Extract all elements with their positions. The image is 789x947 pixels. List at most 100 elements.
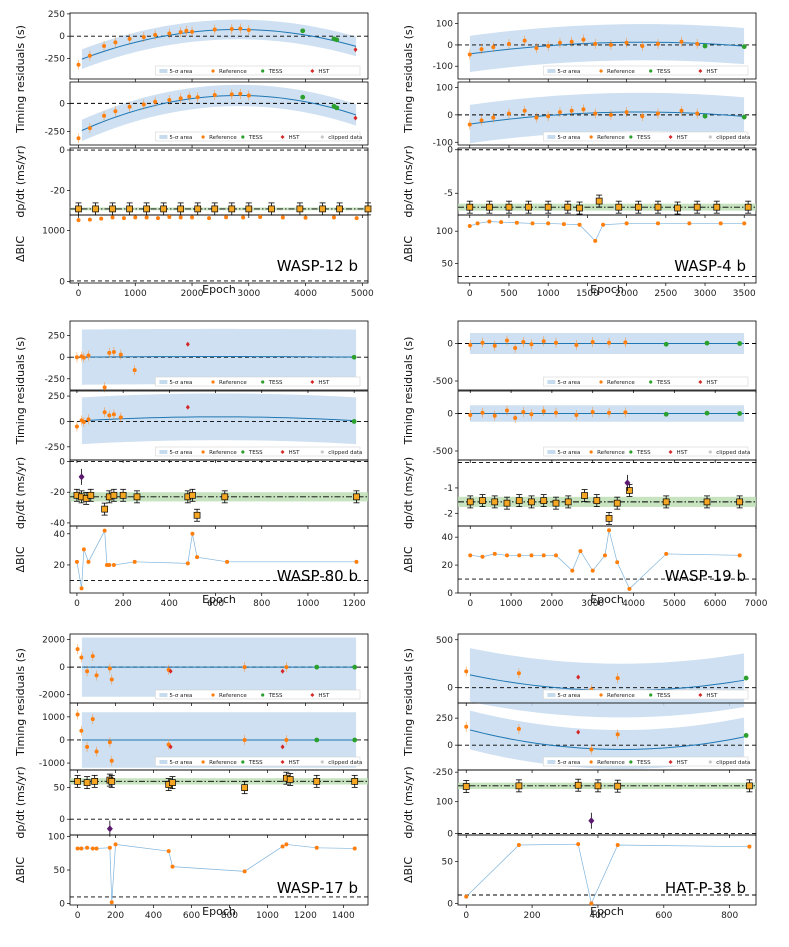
wasp-80-b-bic-bic-point [132,559,137,564]
wasp-12-b-timing-top-legend-swatch [159,69,168,73]
wasp-17-b-timing-bottom-legend-swatch [159,760,168,764]
wasp-12-b-dpdt-square-point [177,205,185,213]
hat-p-38-b-dpdt-square-point [614,782,622,790]
hat-p-38-b-timing-bottom-model-curve [469,729,745,750]
wasp-12-b-timing-bottom-ytick-label: 0 [59,99,65,109]
wasp-80-b-bic-planet-name: WASP-80 b [277,567,358,585]
wasp-4-b-timing-top-tess-point [741,44,747,50]
wasp-19-b-dpdt-square-point [503,499,511,507]
wasp-80-b-dpdt-ytick-label: 0 [59,458,65,468]
wasp-19-b-timing-top-legend-label: HST [706,380,718,386]
wasp-4-b-bic-bic-point [624,221,629,226]
wasp-4-b-timing-bottom-ref-point [506,111,511,116]
wasp-12-b-timing-bottom-legend-swatch [201,135,205,139]
wasp-12-b-dpdt-square-point [211,205,219,213]
wasp-4-b-dpdt-square-point [505,203,513,211]
wasp-4-b-timing-bottom-frame [457,81,757,146]
wasp-12-b-dpdt-square-point [364,205,372,213]
wasp-12-b-timing-top-tess-point [300,28,306,34]
wasp-19-b-dpdt-square-point [491,498,499,506]
wasp-4-b-dpdt-square-point [576,204,583,212]
wasp-4-b-timing-bottom-ref-point [557,110,562,115]
wasp-4-b-timing-bottom-ref-point [534,115,539,120]
wasp-17-b-bic-bic-point [284,842,289,847]
wasp-19-b-dpdt-square-point [605,515,613,522]
wasp-80-b-timing-bottom-legend-label: Reference [209,450,237,456]
wasp-80-b-bic-bic-point [74,559,79,564]
wasp-4-b-dpdt-square-point [525,203,532,211]
wasp-4-b-bic-bic-point [561,222,566,227]
wasp-19-b-timing-top-legend-box [543,376,749,387]
wasp-19-b-timing-bottom-ref-point [529,412,534,417]
hat-p-38-b-timing-top-legend-label: Reference [607,693,635,699]
wasp-80-b-bic-xtick-label: 800 [253,599,270,609]
hat-p-38-b-bic-connector [465,843,750,905]
wasp-17-b-dpdt-square-point [74,778,81,785]
wasp-80-b-dpdt-square-point [87,491,95,499]
wasp-19-b-dpdt-square-point [552,499,560,507]
wasp-19-b-bic-bic-point [602,553,607,558]
hat-p-38-b-timing-bottom-ref-point [516,726,521,731]
wasp-80-b-timing-bottom-legend-label: 5-σ area [169,450,192,456]
wasp-12-b-bic-bic-point [207,216,212,221]
wasp-80-b-dpdt-square-point [221,493,229,501]
wasp-4-b-timing-bottom-ref-point [479,118,484,123]
wasp-12-b-bic-bic-point [110,215,115,220]
wasp-4-b-timing-bottom-ref-point [695,111,700,116]
wasp-12-b-dpdt-square-point [296,205,304,213]
wasp-80-b-timing-bottom-ref-point [86,417,91,422]
wasp-12-b-bic-bic-point [167,215,172,220]
wasp-12-b-timing-bottom-legend-label: clipped data [328,135,362,141]
wasp-19-b-timing-bottom-ref-point [492,413,497,418]
wasp-80-b-bic-bic-point [354,559,359,564]
wasp-17-b-timing-top-legend-label: TESS [268,693,283,699]
hat-p-38-b-timing-bottom-legend-swatch [547,760,556,764]
wasp-4-b-timing-bottom-ref-point [593,111,598,116]
wasp-12-b-bic-bic-point [76,218,81,223]
wasp-80-b-timing-top-legend-label: HST [318,380,330,386]
wasp-80-b-dpdt-square-point [110,491,118,499]
wasp-19-b-timing-top-ref-point [607,340,612,345]
wasp-4-b-timing-top-legend-label: HST [706,69,718,75]
wasp-12-b-timing-top-legend-swatch [310,69,315,73]
wasp-19-b-dpdt-square-point [515,497,523,504]
wasp-4-b-dpdt-y-label: dp/dt (ms/yr) [402,145,415,217]
wasp-80-b-timing-top-ref-point [86,353,91,358]
wasp-17-b-dpdt-ytick-label: 50 [54,784,66,794]
hat-p-38-b-timing-bottom-legend-box [543,756,749,767]
wasp-4-b-timing-top-ytick-label: 100 [436,20,453,30]
wasp-80-b-timing-bottom-legend-swatch [159,450,168,454]
wasp-17-b-timing-bottom-ref-point [90,717,95,722]
hat-p-38-b-timing-bottom-ref-point [615,732,620,737]
wasp-17-b-bic-bic-point [75,846,80,851]
wasp-17-b-dpdt-square-point [286,776,294,783]
wasp-12-b-timing-bottom-tess-point [300,94,306,100]
hat-p-38-b-bic-bic-point [516,843,521,847]
wasp-19-b-timing-bottom-legend-swatch [589,450,593,454]
wasp-4-b-bic-xtick-label: 1500 [576,289,599,299]
wasp-12-b-bic-bic-point [87,217,92,222]
wasp-19-b-timing-bottom-legend-swatch [547,450,556,454]
wasp-17-b-bic-xtick-label: 800 [221,911,238,921]
wasp-12-b-dpdt-median-band [70,207,368,211]
wasp-4-b-bic-y-label: ΔBIC [402,236,415,262]
wasp-19-b-bic-bic-point [504,553,509,558]
wasp-4-b-bic-bic-point [475,221,480,226]
wasp-19-b-timing-bottom-ref-point [504,408,509,413]
wasp-19-b-timing-top-ref-point [504,338,509,343]
wasp-80-b-timing-bottom-legend-box [155,446,361,457]
wasp-4-b-bic-bic-point [546,221,551,226]
wasp-4-b-dpdt-square-point [654,203,662,211]
wasp-19-b-bic-ytick-label: 40 [442,533,454,543]
wasp-17-b-timing-bottom-ref-point [75,712,80,717]
wasp-80-b-timing-bottom-tess-point [351,419,357,424]
wasp-4-b-bic-xtick-label: 2000 [615,289,638,299]
wasp-4-b-timing-bottom-legend-label: 5-σ area [557,135,580,141]
wasp-4-b-timing-top-ref-point [522,38,527,43]
wasp-12-b-dpdt-square-point [228,205,236,213]
wasp-19-b-bic-xtick-label: 6000 [704,599,727,609]
wasp-19-b-timing-top-ref-point [521,340,526,344]
wasp-4-b-timing-top-frame [457,12,757,80]
wasp-4-b-dpdt-ytick-label: -5 [444,189,453,199]
wasp-4-b-timing-top-ref-point [679,39,684,44]
